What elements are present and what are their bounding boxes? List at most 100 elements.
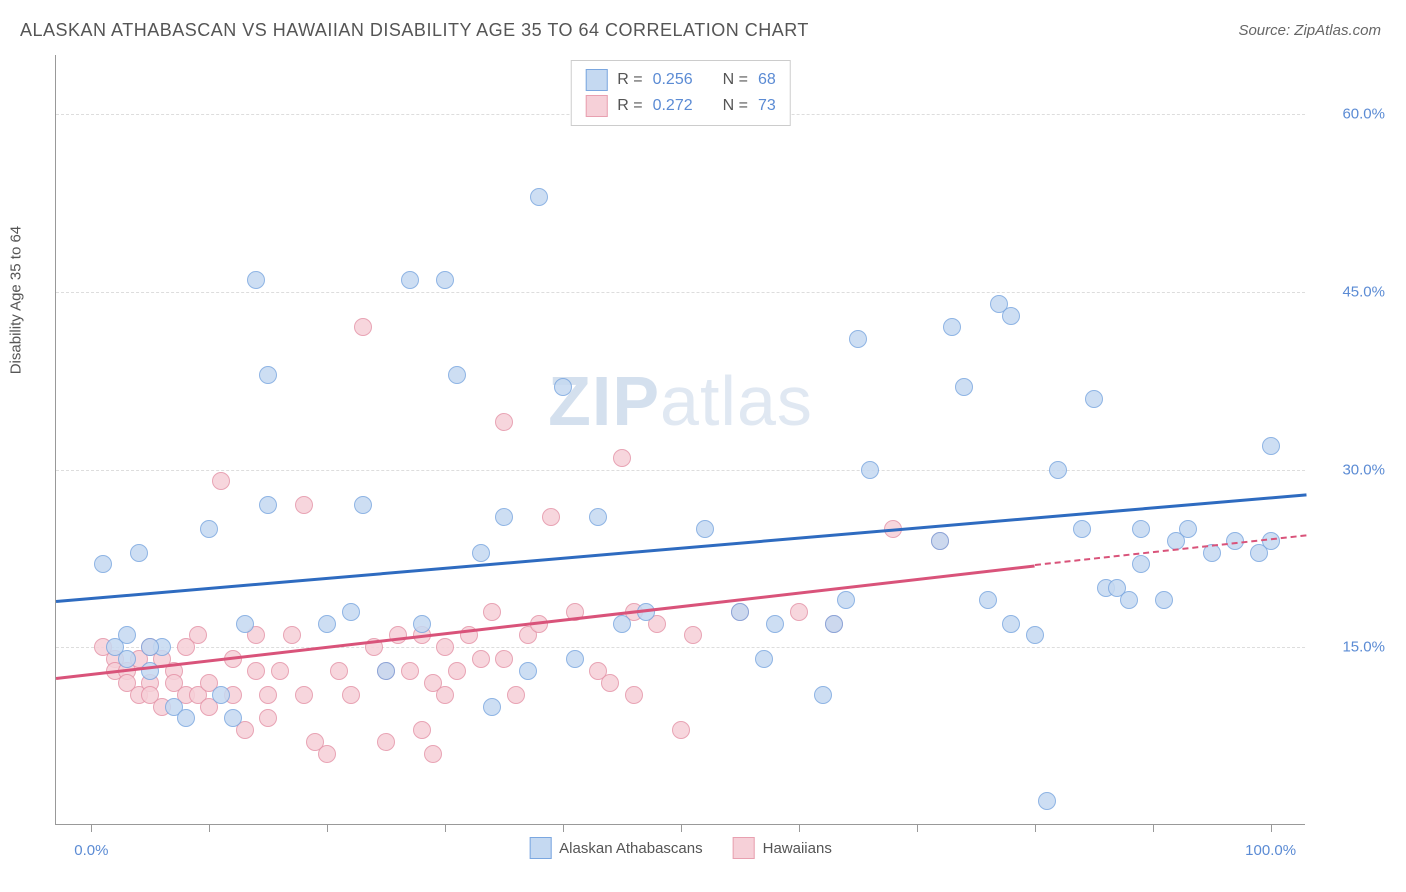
legend-swatch-pink [585,95,607,117]
scatter-point [436,686,454,704]
scatter-point [318,615,336,633]
r-label: R = [617,71,642,89]
scatter-point [601,674,619,692]
scatter-point [861,461,879,479]
scatter-point [1179,520,1197,538]
scatter-point [696,520,714,538]
n-label: N = [723,97,748,115]
scatter-point [283,626,301,644]
scatter-point [814,686,832,704]
scatter-point [141,638,159,656]
scatter-point [1038,792,1056,810]
legend-swatch-blue [529,837,551,859]
scatter-point [295,496,313,514]
scatter-point [530,188,548,206]
scatter-point [613,615,631,633]
scatter-point [448,366,466,384]
scatter-point [354,318,372,336]
scatter-point [318,745,336,763]
scatter-point [259,709,277,727]
legend-swatch-pink [733,837,755,859]
scatter-point [247,271,265,289]
scatter-point [731,603,749,621]
scatter-point [483,698,501,716]
scatter-point [566,650,584,668]
legend-bottom-item: Alaskan Athabascans [529,837,702,859]
scatter-point [401,271,419,289]
scatter-point [931,532,949,550]
scatter-point [424,745,442,763]
x-tick [91,824,92,832]
scatter-point [542,508,560,526]
scatter-point [472,544,490,562]
scatter-point [259,686,277,704]
scatter-point [495,413,513,431]
scatter-point [1132,520,1150,538]
scatter-point [436,638,454,656]
scatter-point [389,626,407,644]
r-value: 0.256 [653,71,693,89]
scatter-point [1026,626,1044,644]
legend-top-row: R = 0.272 N = 73 [585,93,776,119]
scatter-point [625,686,643,704]
scatter-point [1262,437,1280,455]
n-value: 68 [758,71,776,89]
scatter-point [342,686,360,704]
scatter-point [554,378,572,396]
scatter-point [790,603,808,621]
watermark-bold: ZIP [548,362,660,440]
scatter-point [589,508,607,526]
scatter-point [118,650,136,668]
y-tick-label: 60.0% [1315,106,1385,123]
scatter-point [1120,591,1138,609]
scatter-point [1085,390,1103,408]
legend-top: R = 0.256 N = 68 R = 0.272 N = 73 [570,60,791,126]
scatter-point [354,496,372,514]
scatter-point [413,615,431,633]
scatter-point [837,591,855,609]
n-value: 73 [758,97,776,115]
scatter-point [472,650,490,668]
scatter-point [519,662,537,680]
scatter-point [224,709,242,727]
scatter-point [212,686,230,704]
x-tick [681,824,682,832]
chart-container: ALASKAN ATHABASCAN VS HAWAIIAN DISABILIT… [0,0,1406,892]
r-value: 0.272 [653,97,693,115]
legend-label: Hawaiians [763,840,832,857]
scatter-point [94,555,112,573]
scatter-point [1155,591,1173,609]
legend-swatch-blue [585,69,607,91]
scatter-point [130,544,148,562]
y-tick-label: 15.0% [1315,639,1385,656]
scatter-point [495,650,513,668]
chart-source: Source: ZipAtlas.com [1238,22,1381,39]
scatter-point [755,650,773,668]
scatter-point [672,721,690,739]
scatter-point [955,378,973,396]
scatter-point [613,449,631,467]
scatter-point [436,271,454,289]
x-tick [1153,824,1154,832]
legend-top-row: R = 0.256 N = 68 [585,67,776,93]
n-label: N = [723,71,748,89]
legend-bottom-item: Hawaiians [733,837,832,859]
scatter-point [979,591,997,609]
x-tick [327,824,328,832]
trend-line [56,564,1035,679]
chart-title: ALASKAN ATHABASCAN VS HAWAIIAN DISABILIT… [20,20,809,41]
y-tick-label: 45.0% [1315,283,1385,300]
scatter-point [1132,555,1150,573]
scatter-point [295,686,313,704]
gridline-h [56,647,1305,648]
x-tick [917,824,918,832]
scatter-point [118,626,136,644]
scatter-point [766,615,784,633]
scatter-point [177,709,195,727]
scatter-point [1073,520,1091,538]
scatter-point [330,662,348,680]
scatter-point [483,603,501,621]
watermark: ZIPatlas [548,361,813,441]
x-tick [445,824,446,832]
scatter-point [943,318,961,336]
